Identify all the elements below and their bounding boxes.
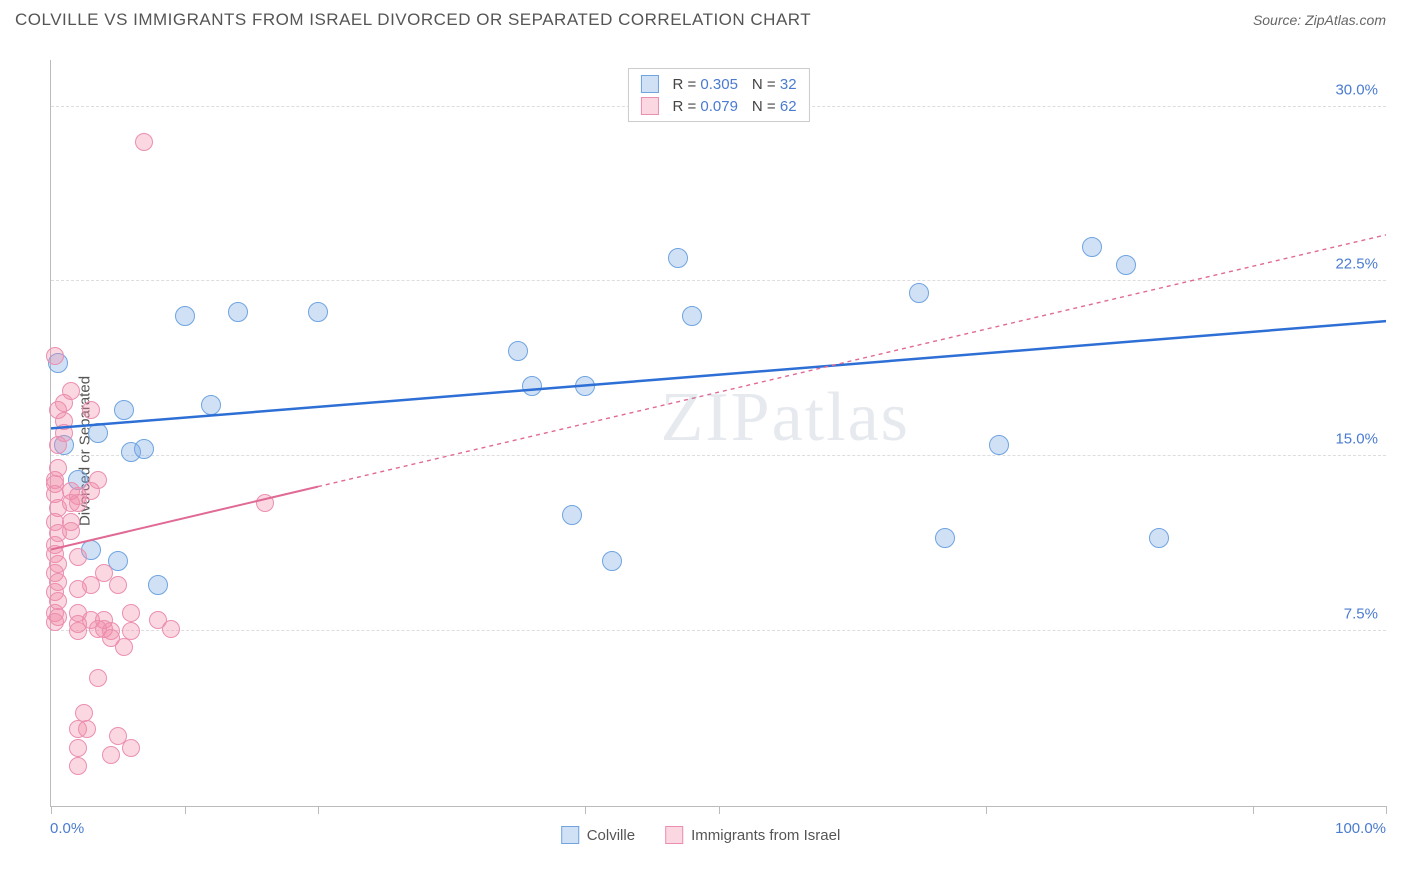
- data-point: [575, 376, 595, 396]
- data-point: [256, 494, 274, 512]
- legend-swatch: [640, 75, 658, 93]
- data-point: [69, 739, 87, 757]
- data-point: [69, 757, 87, 775]
- x-tick: [719, 806, 720, 814]
- legend-swatch: [561, 826, 579, 844]
- chart-title: COLVILLE VS IMMIGRANTS FROM ISRAEL DIVOR…: [15, 10, 811, 30]
- legend-swatch: [640, 97, 658, 115]
- x-tick: [986, 806, 987, 814]
- data-point: [46, 347, 64, 365]
- data-point: [668, 248, 688, 268]
- data-point: [134, 439, 154, 459]
- data-point: [78, 720, 96, 738]
- correlation-legend: R = 0.305N = 32R = 0.079N = 62: [627, 68, 809, 122]
- y-tick-label: 22.5%: [1335, 256, 1378, 273]
- data-point: [89, 471, 107, 489]
- data-point: [1116, 255, 1136, 275]
- data-point: [122, 739, 140, 757]
- data-point: [88, 423, 108, 443]
- data-point: [308, 302, 328, 322]
- data-point: [122, 604, 140, 622]
- data-point: [162, 620, 180, 638]
- x-tick: [318, 806, 319, 814]
- header: COLVILLE VS IMMIGRANTS FROM ISRAEL DIVOR…: [0, 0, 1406, 35]
- trend-lines: [51, 60, 1386, 806]
- data-point: [1082, 237, 1102, 257]
- data-point: [109, 576, 127, 594]
- data-point: [201, 395, 221, 415]
- gridline: [51, 455, 1386, 456]
- data-point: [62, 382, 80, 400]
- gridline: [51, 280, 1386, 281]
- data-point: [682, 306, 702, 326]
- x-tick: [1386, 806, 1387, 814]
- legend-row: R = 0.079N = 62: [640, 95, 796, 117]
- legend-swatch: [665, 826, 683, 844]
- data-point: [175, 306, 195, 326]
- data-point: [522, 376, 542, 396]
- watermark: ZIPatlas: [661, 378, 910, 458]
- data-point: [102, 746, 120, 764]
- data-point: [115, 638, 133, 656]
- data-point: [89, 669, 107, 687]
- scatter-plot: R = 0.305N = 32R = 0.079N = 62 ZIPatlas …: [50, 60, 1386, 807]
- data-point: [135, 133, 153, 151]
- x-tick: [585, 806, 586, 814]
- series-legend: Colville Immigrants from Israel: [561, 826, 841, 844]
- legend-item: Colville: [561, 826, 635, 844]
- gridline: [51, 630, 1386, 631]
- data-point: [148, 575, 168, 595]
- data-point: [82, 401, 100, 419]
- y-tick-label: 7.5%: [1344, 606, 1378, 623]
- legend-item: Immigrants from Israel: [665, 826, 840, 844]
- legend-row: R = 0.305N = 32: [640, 73, 796, 95]
- y-tick-label: 30.0%: [1335, 81, 1378, 98]
- data-point: [989, 435, 1009, 455]
- source-label: Source: ZipAtlas.com: [1253, 12, 1386, 28]
- data-point: [602, 551, 622, 571]
- data-point: [55, 424, 73, 442]
- data-point: [228, 302, 248, 322]
- x-tick: [185, 806, 186, 814]
- data-point: [114, 400, 134, 420]
- legend-label: Colville: [587, 827, 635, 844]
- data-point: [122, 622, 140, 640]
- legend-label: Immigrants from Israel: [691, 827, 840, 844]
- data-point: [909, 283, 929, 303]
- data-point: [935, 528, 955, 548]
- data-point: [62, 522, 80, 540]
- x-tick: [51, 806, 52, 814]
- data-point: [46, 613, 64, 631]
- data-point: [508, 341, 528, 361]
- x-axis-min-label: 0.0%: [50, 820, 84, 837]
- x-tick: [1253, 806, 1254, 814]
- chart-container: Divorced or Separated R = 0.305N = 32R =…: [15, 50, 1386, 852]
- data-point: [562, 505, 582, 525]
- data-point: [1149, 528, 1169, 548]
- y-tick-label: 15.0%: [1335, 431, 1378, 448]
- x-axis-max-label: 100.0%: [1335, 820, 1386, 837]
- data-point: [69, 548, 87, 566]
- data-point: [75, 704, 93, 722]
